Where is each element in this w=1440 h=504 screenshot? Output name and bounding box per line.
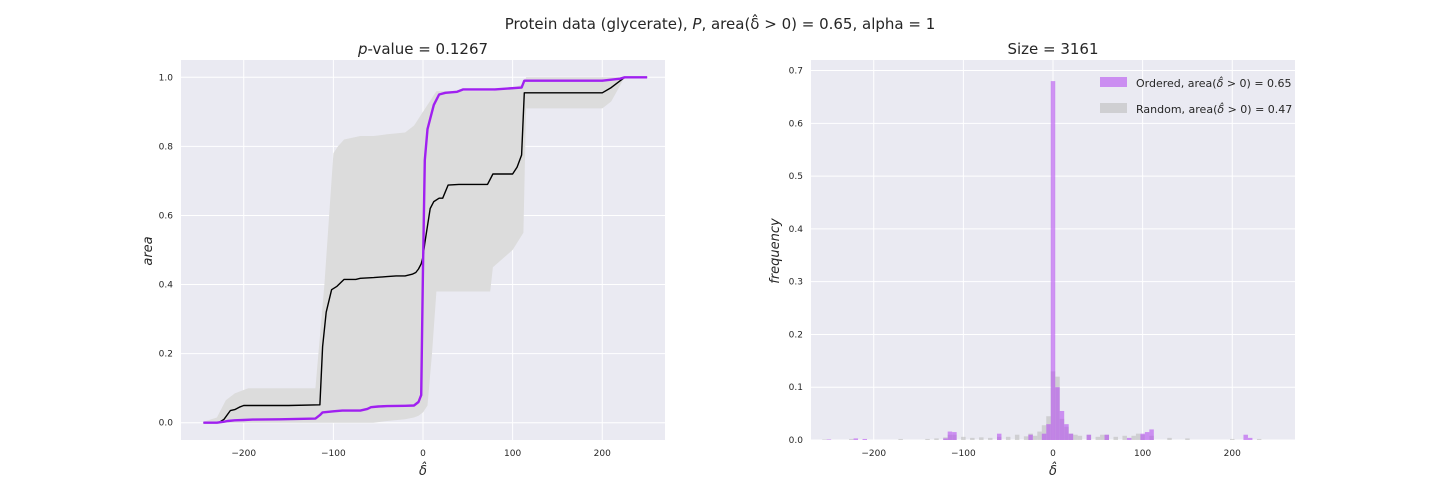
random-histogram-bar [1073, 434, 1078, 440]
random-histogram-bar [1185, 438, 1190, 440]
random-histogram-bar [1014, 434, 1020, 440]
left-x-tick-label: 100 [504, 449, 521, 459]
random-histogram-bar [1032, 435, 1038, 440]
left-x-tick-label: −200 [231, 449, 256, 459]
right-legend: Ordered, area(δ̂ > 0) = 0.65 Random, are… [1100, 76, 1292, 116]
ordered-histogram-bar [943, 438, 948, 440]
random-histogram-bar [849, 438, 854, 440]
ordered-histogram-bar [1247, 437, 1253, 440]
right-y-tick-label: 0.6 [789, 119, 804, 129]
ordered-histogram-bar [826, 439, 832, 440]
ordered-histogram-bar [1243, 434, 1248, 440]
ordered-histogram-bar [1068, 433, 1074, 440]
random-histogram-bar [1167, 437, 1172, 440]
left-y-tick-label: 0.6 [159, 211, 174, 221]
left-y-tick-label: 1.0 [159, 73, 174, 83]
ordered-histogram-bar [1055, 387, 1060, 440]
legend-swatch-ordered [1100, 77, 1127, 87]
ordered-histogram-bar [947, 431, 953, 440]
random-histogram-bar [1095, 436, 1101, 440]
ordered-histogram-bar [1149, 429, 1154, 440]
legend-label-ordered: Ordered, area(δ̂ > 0) = 0.65 [1136, 76, 1292, 90]
right-y-tick-label: 0.2 [789, 330, 803, 340]
ordered-histogram-bar [996, 433, 1002, 440]
random-histogram-bar [988, 437, 993, 440]
left-lines [203, 76, 648, 424]
random-histogram-bar [970, 437, 975, 440]
left-y-tick-label: 0.8 [159, 142, 174, 152]
left-x-tick-label: 0 [420, 449, 426, 459]
left-chart: −200 −100 0 100 200 0.0 0.2 0.4 0.6 0.8 1.0 p-valu… [141, 40, 665, 479]
ordered-histogram-bar [1144, 432, 1150, 440]
left-y-axis-label: area [141, 236, 156, 265]
left-y-tick-label: 0.0 [159, 419, 174, 429]
random-histogram-bar [1037, 431, 1042, 440]
confidence-band-area [203, 77, 648, 423]
ordered-histogram-bar [1104, 434, 1110, 440]
ordered-histogram-bar [1046, 424, 1051, 440]
random-histogram-bar [898, 438, 903, 440]
random-histogram-bar [1005, 436, 1011, 440]
right-x-tick-label: 200 [1224, 449, 1241, 459]
right-histogram-bars [822, 81, 1262, 440]
left-y-tick-label: 0.4 [159, 281, 174, 291]
right-y-tick-label: 0.1 [789, 383, 803, 393]
random-histogram-bar [1135, 433, 1141, 440]
left-tick-labels: −200 −100 0 100 200 0.0 0.2 0.4 0.6 0.8 1.0 [159, 73, 611, 459]
random-histogram-bar [925, 438, 930, 440]
right-x-axis-label: δ̂ [1049, 462, 1057, 479]
random-histogram-bar [1122, 435, 1127, 440]
left-x-tick-label: −100 [321, 449, 346, 459]
left-y-tick-label: 0.2 [159, 350, 173, 360]
random-histogram-bar [934, 438, 939, 440]
ordered-histogram-bar [952, 432, 957, 440]
left-chart-title: p-value = 0.1267 [357, 40, 488, 58]
right-y-axis-label: frequency [768, 218, 783, 284]
right-y-tick-label: 0.4 [789, 225, 804, 235]
random-histogram-bar [1230, 438, 1235, 440]
random-histogram-bar [1131, 435, 1136, 440]
right-x-tick-label: −200 [861, 449, 886, 459]
ordered-histogram-bar [853, 438, 859, 440]
ordered-histogram-bar [1086, 434, 1092, 440]
right-y-tick-label: 0.3 [789, 278, 803, 288]
right-y-tick-label: 0.5 [789, 172, 803, 182]
ordered-histogram-bar [1140, 433, 1145, 440]
random-histogram-bar [1077, 435, 1083, 440]
legend-swatch-random [1100, 103, 1127, 113]
random-series-line [203, 76, 648, 424]
ordered-histogram-bar [1028, 434, 1033, 440]
right-chart-title: Size = 3161 [1007, 40, 1098, 58]
ordered-series-line [203, 76, 648, 424]
right-chart: −200 −100 0 100 2000.00.10.20.30.40.50.60.7 … [768, 40, 1295, 479]
ordered-histogram-bar [1059, 410, 1065, 440]
right-x-tick-label: 100 [1134, 449, 1151, 459]
ordered-histogram-bar [1050, 81, 1056, 440]
random-histogram-bar [961, 436, 966, 440]
right-y-tick-label: 0.0 [789, 436, 804, 446]
random-histogram-bar [1041, 425, 1047, 440]
random-histogram-bar [822, 439, 827, 440]
ordered-histogram-bar [1126, 437, 1132, 440]
random-histogram-bar [979, 437, 984, 440]
ordered-histogram-bar [1064, 424, 1069, 440]
left-confidence-band [203, 77, 648, 423]
legend-label-random: Random, area(δ̂ > 0) = 0.47 [1136, 102, 1292, 116]
right-y-tick-label: 0.7 [789, 67, 803, 77]
left-x-tick-label: 200 [594, 449, 611, 459]
random-histogram-bar [1023, 436, 1029, 440]
random-histogram-bar [1113, 436, 1118, 440]
random-histogram-bar [1256, 438, 1262, 440]
right-x-tick-label: −100 [951, 449, 976, 459]
right-tick-labels: −200 −100 0 100 200 0.0 0.1 0.2 0.3 0.4 0.5 0.6 0.7 [789, 67, 1241, 459]
ordered-histogram-bar [862, 438, 868, 440]
ordered-histogram-bar [1041, 433, 1047, 440]
random-histogram-bar [1100, 434, 1105, 440]
right-x-tick-label: 0 [1050, 449, 1056, 459]
figure-suptitle: Protein data (glycerate), P, area(δ̂ > 0… [505, 13, 936, 33]
left-x-axis-label: δ̂ [419, 462, 427, 479]
